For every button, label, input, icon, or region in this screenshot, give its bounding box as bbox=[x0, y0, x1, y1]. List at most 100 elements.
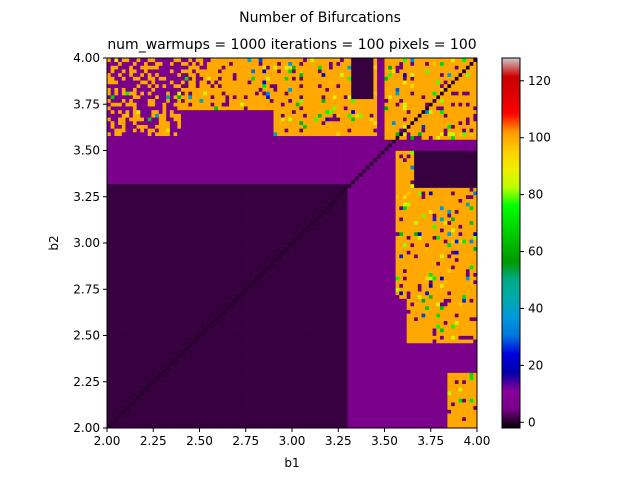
heatmap-cell bbox=[240, 291, 245, 296]
heatmap-cell bbox=[155, 335, 160, 340]
heatmap-cell bbox=[469, 398, 474, 403]
heatmap-cell bbox=[425, 357, 430, 362]
heatmap-cell bbox=[336, 365, 341, 370]
heatmap-cell bbox=[358, 387, 363, 392]
heatmap-cell bbox=[377, 350, 382, 355]
heatmap-cell bbox=[292, 420, 297, 425]
heatmap-cell bbox=[199, 372, 204, 377]
heatmap-cell bbox=[140, 324, 145, 329]
heatmap-cell bbox=[181, 402, 186, 407]
heatmap-cell bbox=[332, 276, 337, 281]
heatmap-cell bbox=[325, 357, 330, 362]
heatmap-cell bbox=[155, 413, 160, 418]
heatmap-cell bbox=[336, 254, 341, 259]
heatmap-cell bbox=[454, 416, 459, 421]
heatmap-cell bbox=[206, 339, 211, 344]
heatmap-cell bbox=[351, 357, 356, 362]
heatmap-cell bbox=[121, 413, 126, 418]
heatmap-cell bbox=[107, 320, 112, 325]
heatmap-cell bbox=[151, 324, 156, 329]
heatmap-cell bbox=[236, 276, 241, 281]
heatmap-cell bbox=[443, 287, 448, 292]
heatmap-cell bbox=[458, 324, 463, 329]
heatmap-cell bbox=[107, 413, 112, 418]
heatmap-cell bbox=[440, 387, 445, 392]
heatmap-cell bbox=[299, 346, 304, 351]
heatmap-cell bbox=[317, 320, 322, 325]
heatmap-cell bbox=[443, 383, 448, 388]
heatmap-cell bbox=[443, 368, 448, 373]
heatmap-cell bbox=[288, 391, 293, 396]
heatmap-cell bbox=[169, 272, 174, 277]
heatmap-cell bbox=[151, 379, 156, 384]
heatmap-cell bbox=[366, 298, 371, 303]
heatmap-cell bbox=[114, 387, 119, 392]
heatmap-cell bbox=[218, 354, 223, 359]
heatmap-cell bbox=[221, 291, 226, 296]
heatmap-cell bbox=[262, 320, 267, 325]
heatmap-cell bbox=[243, 387, 248, 392]
heatmap-cell bbox=[188, 346, 193, 351]
heatmap-cell bbox=[258, 376, 263, 381]
heatmap-cell bbox=[195, 254, 200, 259]
heatmap-cell bbox=[366, 246, 371, 251]
heatmap-cell bbox=[436, 420, 441, 425]
heatmap-cell bbox=[425, 398, 430, 403]
heatmap-cell bbox=[266, 365, 271, 370]
heatmap-cell bbox=[454, 372, 459, 377]
heatmap-cell bbox=[295, 405, 300, 410]
heatmap-cell bbox=[425, 342, 430, 347]
heatmap-cell bbox=[184, 354, 189, 359]
heatmap-cell bbox=[443, 261, 448, 266]
heatmap-cell bbox=[388, 376, 393, 381]
heatmap-cell bbox=[195, 413, 200, 418]
heatmap-cell bbox=[225, 313, 230, 318]
heatmap-cell bbox=[225, 265, 230, 270]
heatmap-cell bbox=[377, 335, 382, 340]
heatmap-cell bbox=[132, 261, 137, 266]
heatmap-cell bbox=[406, 246, 411, 251]
heatmap-cell bbox=[284, 291, 289, 296]
heatmap-cell bbox=[136, 283, 141, 288]
heatmap-cell bbox=[188, 291, 193, 296]
heatmap-cell bbox=[366, 291, 371, 296]
heatmap-cell bbox=[292, 387, 297, 392]
heatmap-cell bbox=[421, 324, 426, 329]
heatmap-cell bbox=[210, 309, 215, 314]
heatmap-cell bbox=[107, 272, 112, 277]
heatmap-cell bbox=[473, 368, 478, 373]
heatmap-cell bbox=[421, 379, 426, 384]
heatmap-cell bbox=[369, 257, 374, 262]
heatmap-cell bbox=[299, 409, 304, 414]
heatmap-cell bbox=[251, 313, 256, 318]
heatmap-cell bbox=[107, 268, 112, 273]
heatmap-cell bbox=[162, 287, 167, 292]
heatmap-cell bbox=[147, 365, 152, 370]
heatmap-cell bbox=[110, 283, 115, 288]
heatmap-cell bbox=[306, 379, 311, 384]
heatmap-cell bbox=[173, 265, 178, 270]
heatmap-cell bbox=[317, 328, 322, 333]
heatmap-cell bbox=[280, 416, 285, 421]
heatmap-cell bbox=[432, 376, 437, 381]
heatmap-cell bbox=[247, 313, 252, 318]
heatmap-cell bbox=[458, 294, 463, 299]
heatmap-cell bbox=[454, 368, 459, 373]
heatmap-cell bbox=[325, 287, 330, 292]
heatmap-cell bbox=[277, 372, 282, 377]
heatmap-cell bbox=[310, 331, 315, 336]
heatmap-cell bbox=[425, 394, 430, 399]
heatmap-cell bbox=[384, 298, 389, 303]
heatmap-cell bbox=[192, 394, 197, 399]
heatmap-cell bbox=[144, 261, 149, 266]
heatmap-cell bbox=[280, 309, 285, 314]
heatmap-cell bbox=[129, 409, 134, 414]
heatmap-cell bbox=[243, 254, 248, 259]
heatmap-cell bbox=[403, 405, 408, 410]
heatmap-cell bbox=[310, 416, 315, 421]
heatmap-cell bbox=[151, 250, 156, 255]
heatmap-cell bbox=[107, 283, 112, 288]
heatmap-cell bbox=[469, 391, 474, 396]
heatmap-cell bbox=[451, 335, 456, 340]
heatmap-cell bbox=[325, 280, 330, 285]
